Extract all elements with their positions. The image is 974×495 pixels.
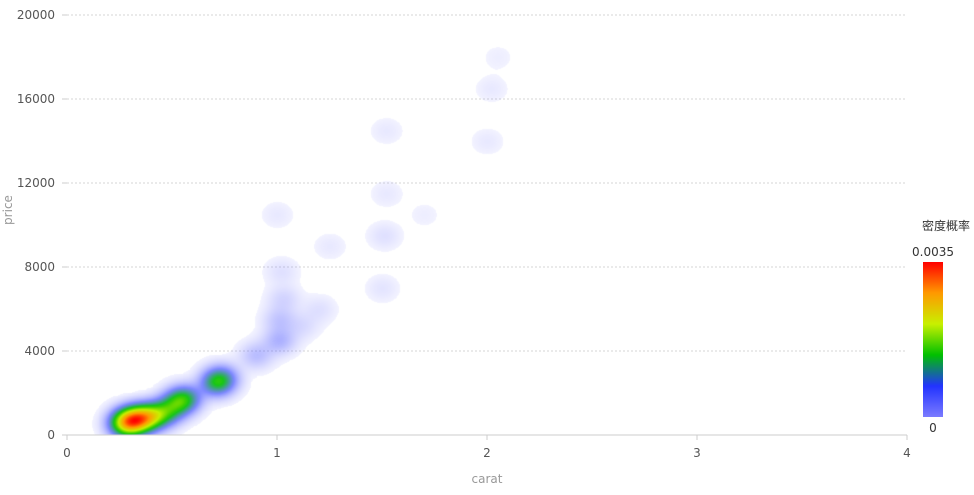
x-axis-title: carat	[472, 472, 503, 486]
x-tick-label: 2	[483, 446, 491, 460]
y-axis-ticks: 0 4000 8000 12000 16000 20000	[17, 8, 67, 442]
x-tick-label: 0	[63, 446, 71, 460]
legend-max-label: 0.0035	[912, 245, 954, 259]
y-tick-label: 8000	[24, 260, 55, 274]
density-layer	[67, 15, 907, 435]
density-image	[67, 15, 907, 435]
y-tick-label: 12000	[17, 176, 55, 190]
legend-color-bar	[923, 262, 943, 417]
x-tick-label: 1	[273, 446, 281, 460]
color-legend: 密度概率 0.0035 0	[912, 218, 970, 435]
y-tick-label: 20000	[17, 8, 55, 22]
y-tick-label: 0	[47, 428, 55, 442]
x-axis-ticks: 0 1 2 3 4	[63, 435, 911, 460]
legend-min-label: 0	[929, 421, 937, 435]
x-tick-label: 4	[903, 446, 911, 460]
x-tick-label: 3	[693, 446, 701, 460]
y-tick-label: 4000	[24, 344, 55, 358]
y-tick-label: 16000	[17, 92, 55, 106]
y-axis-title: price	[1, 195, 15, 225]
legend-title: 密度概率	[922, 218, 970, 233]
